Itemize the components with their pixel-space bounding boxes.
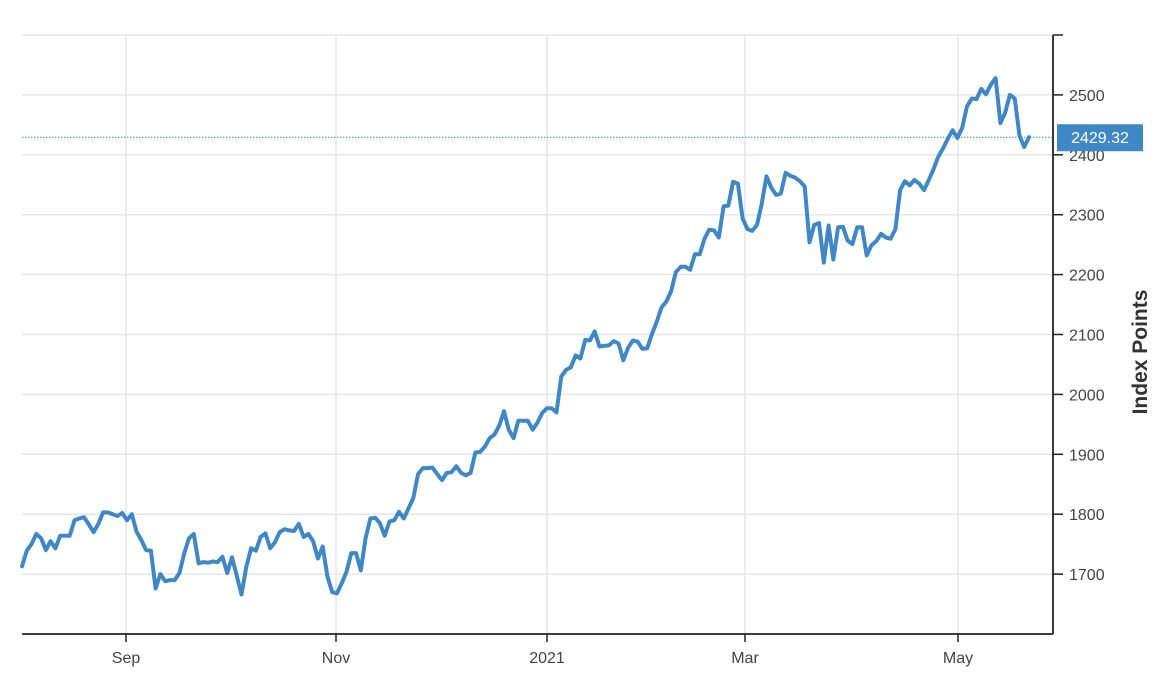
y-tick-label: 2000 (1069, 387, 1105, 404)
y-tick-label: 2400 (1069, 148, 1105, 165)
grid-lines (22, 34, 1053, 634)
y-tick-label: 1800 (1069, 507, 1105, 524)
x-tick-label: 2021 (529, 650, 565, 667)
y-tick-label: 1700 (1069, 567, 1105, 584)
x-tick-label: Mar (731, 650, 759, 667)
last-value-marker: 2429.32 (22, 124, 1143, 152)
y-tick-label: 2300 (1069, 208, 1105, 225)
last-value-label: 2429.32 (1071, 130, 1129, 147)
y-tick-label: 1900 (1069, 447, 1105, 464)
last-value-badge (1057, 124, 1143, 152)
x-tick-label: Sep (112, 650, 141, 667)
axes (22, 34, 1063, 642)
y-axis-title: Index Points (1129, 290, 1152, 415)
series-line (20, 76, 1031, 597)
y-tick-label: 2500 (1069, 88, 1105, 105)
y-tick-label: 2100 (1069, 328, 1105, 345)
y-tick-label: 2200 (1069, 268, 1105, 285)
tick-labels: 1700 1800 1900 2000 2100 2200 2300 2400 2500 Sep N… (112, 88, 1105, 667)
series-layer (20, 76, 1031, 597)
x-tick-label: Nov (322, 650, 350, 667)
x-tick-label: May (943, 650, 973, 667)
